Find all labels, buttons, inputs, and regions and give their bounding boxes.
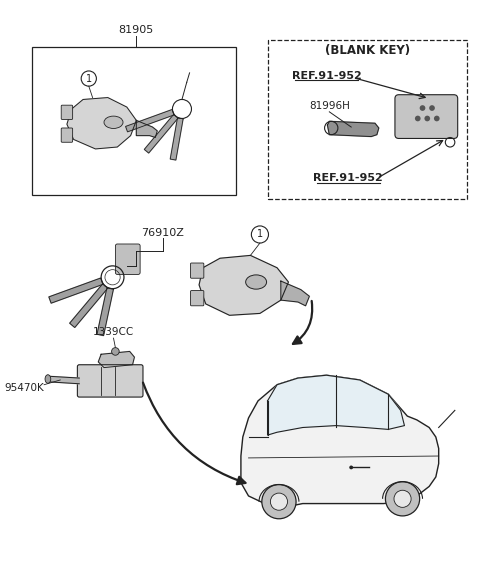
- FancyBboxPatch shape: [77, 365, 143, 397]
- Circle shape: [394, 490, 411, 507]
- Polygon shape: [327, 121, 379, 137]
- Circle shape: [385, 482, 420, 516]
- Polygon shape: [98, 351, 134, 368]
- Ellipse shape: [246, 275, 266, 289]
- Circle shape: [429, 105, 435, 111]
- Polygon shape: [136, 120, 157, 137]
- FancyBboxPatch shape: [115, 244, 140, 275]
- Text: REF.91-952: REF.91-952: [292, 71, 361, 81]
- Text: 81905: 81905: [119, 25, 154, 35]
- FancyBboxPatch shape: [61, 128, 72, 142]
- Text: 1: 1: [257, 229, 263, 240]
- Polygon shape: [281, 281, 310, 306]
- Polygon shape: [49, 278, 103, 303]
- Polygon shape: [199, 255, 288, 315]
- FancyArrowPatch shape: [143, 383, 245, 484]
- Polygon shape: [170, 118, 183, 160]
- Circle shape: [434, 116, 440, 121]
- Circle shape: [349, 466, 353, 470]
- Text: 81996H: 81996H: [309, 101, 350, 111]
- FancyBboxPatch shape: [395, 95, 458, 138]
- Circle shape: [424, 116, 430, 121]
- Bar: [267, 40, 467, 199]
- Circle shape: [270, 493, 288, 510]
- Polygon shape: [241, 375, 439, 506]
- Text: 1: 1: [86, 73, 92, 84]
- FancyBboxPatch shape: [191, 290, 204, 306]
- Text: 76910Z: 76910Z: [142, 228, 184, 238]
- Text: REF.91-952: REF.91-952: [313, 173, 383, 184]
- Circle shape: [262, 485, 296, 519]
- FancyBboxPatch shape: [61, 105, 72, 119]
- FancyArrowPatch shape: [293, 301, 312, 344]
- Polygon shape: [47, 376, 79, 384]
- Polygon shape: [70, 284, 108, 328]
- Circle shape: [112, 347, 119, 355]
- Polygon shape: [144, 115, 178, 153]
- Polygon shape: [267, 375, 405, 435]
- Circle shape: [420, 105, 425, 111]
- Polygon shape: [97, 288, 113, 336]
- Circle shape: [415, 116, 420, 121]
- Polygon shape: [126, 110, 174, 132]
- Text: (BLANK KEY): (BLANK KEY): [325, 45, 410, 58]
- Text: 1339CC: 1339CC: [93, 327, 134, 337]
- FancyBboxPatch shape: [191, 263, 204, 278]
- Ellipse shape: [104, 116, 123, 128]
- Bar: [32, 47, 236, 194]
- Text: 95470K: 95470K: [4, 383, 44, 393]
- Polygon shape: [67, 98, 136, 149]
- Ellipse shape: [45, 375, 51, 383]
